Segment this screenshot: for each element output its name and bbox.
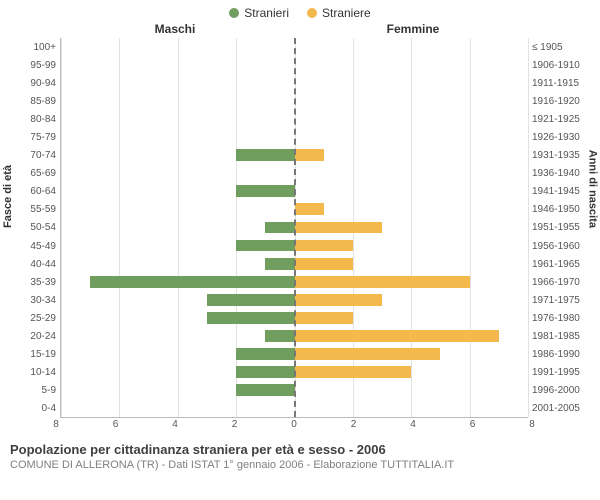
birth-tick: 1956-1960 bbox=[532, 237, 584, 255]
bar-male bbox=[236, 185, 294, 197]
birth-tick: 1936-1940 bbox=[532, 165, 584, 183]
bar-female bbox=[295, 240, 353, 252]
age-tick: 55-59 bbox=[16, 201, 56, 219]
birth-tick: 1921-1925 bbox=[532, 110, 584, 128]
bar-male bbox=[90, 276, 294, 288]
birth-tick: 1991-1995 bbox=[532, 364, 584, 382]
age-tick: 45-49 bbox=[16, 237, 56, 255]
x-tick: 2 bbox=[351, 419, 357, 430]
plot-area: Fasce di età Anni di nascita 100+95-9990… bbox=[0, 38, 600, 418]
birth-tick: 1911-1915 bbox=[532, 74, 584, 92]
birth-tick: 1941-1945 bbox=[532, 183, 584, 201]
x-tick: 4 bbox=[172, 419, 178, 430]
x-tick: 8 bbox=[53, 419, 59, 430]
age-tick: 100+ bbox=[16, 38, 56, 56]
x-tick: 8 bbox=[529, 419, 535, 430]
bar-female bbox=[295, 294, 383, 306]
birth-tick: 1926-1930 bbox=[532, 128, 584, 146]
age-axis: 100+95-9990-9485-8980-8475-7970-7465-696… bbox=[16, 38, 60, 418]
center-axis-line bbox=[294, 38, 296, 417]
age-tick: 90-94 bbox=[16, 74, 56, 92]
bar-male bbox=[265, 258, 294, 270]
age-tick: 80-84 bbox=[16, 110, 56, 128]
birth-tick: ≤ 1905 bbox=[532, 38, 584, 56]
x-tick: 0 bbox=[291, 419, 297, 430]
x-axis: 8 6 4 2 0 2 4 6 8 bbox=[56, 418, 532, 432]
bar-male bbox=[236, 240, 294, 252]
header-male: Maschi bbox=[56, 22, 294, 36]
age-tick: 40-44 bbox=[16, 255, 56, 273]
birth-tick: 1946-1950 bbox=[532, 201, 584, 219]
y-axis-label-right: Anni di nascita bbox=[586, 150, 598, 228]
age-tick: 70-74 bbox=[16, 147, 56, 165]
bar-male bbox=[207, 312, 295, 324]
chart-area bbox=[60, 38, 528, 418]
x-tick: 4 bbox=[410, 419, 416, 430]
bar-female bbox=[295, 348, 441, 360]
age-tick: 95-99 bbox=[16, 56, 56, 74]
birth-tick: 1916-1920 bbox=[532, 92, 584, 110]
age-tick: 75-79 bbox=[16, 128, 56, 146]
age-tick: 30-34 bbox=[16, 291, 56, 309]
bar-male bbox=[236, 384, 294, 396]
bar-female bbox=[295, 222, 383, 234]
age-tick: 25-29 bbox=[16, 309, 56, 327]
bar-male bbox=[265, 330, 294, 342]
age-tick: 20-24 bbox=[16, 328, 56, 346]
birth-tick: 1986-1990 bbox=[532, 346, 584, 364]
age-tick: 5-9 bbox=[16, 382, 56, 400]
birth-tick: 1961-1965 bbox=[532, 255, 584, 273]
bar-male bbox=[265, 222, 294, 234]
column-headers: Maschi Femmine bbox=[0, 22, 600, 36]
bar-female bbox=[295, 330, 499, 342]
legend-swatch-male bbox=[229, 8, 239, 18]
caption-title: Popolazione per cittadinanza straniera p… bbox=[10, 442, 590, 457]
birth-tick: 1966-1970 bbox=[532, 273, 584, 291]
bar-female bbox=[295, 203, 324, 215]
legend: Stranieri Straniere bbox=[0, 0, 600, 20]
age-tick: 50-54 bbox=[16, 219, 56, 237]
birth-tick: 1971-1975 bbox=[532, 291, 584, 309]
legend-label-female: Straniere bbox=[322, 6, 371, 20]
birth-tick: 1981-1985 bbox=[532, 328, 584, 346]
birth-tick: 1976-1980 bbox=[532, 309, 584, 327]
x-tick: 6 bbox=[470, 419, 476, 430]
x-tick: 2 bbox=[232, 419, 238, 430]
y-axis-label-left: Fasce di età bbox=[2, 165, 14, 228]
bar-male bbox=[236, 348, 294, 360]
bar-female bbox=[295, 276, 470, 288]
bar-male bbox=[207, 294, 295, 306]
age-tick: 10-14 bbox=[16, 364, 56, 382]
birth-tick: 1996-2000 bbox=[532, 382, 584, 400]
legend-item-male: Stranieri bbox=[229, 6, 289, 20]
bar-female bbox=[295, 149, 324, 161]
age-tick: 65-69 bbox=[16, 165, 56, 183]
age-tick: 15-19 bbox=[16, 346, 56, 364]
caption-subtitle: COMUNE DI ALLERONA (TR) - Dati ISTAT 1° … bbox=[10, 459, 590, 471]
x-tick: 6 bbox=[113, 419, 119, 430]
legend-swatch-female bbox=[307, 8, 317, 18]
bar-male bbox=[236, 149, 294, 161]
birth-tick: 1951-1955 bbox=[532, 219, 584, 237]
legend-item-female: Straniere bbox=[307, 6, 371, 20]
age-tick: 0-4 bbox=[16, 400, 56, 418]
age-tick: 60-64 bbox=[16, 183, 56, 201]
birth-tick: 1931-1935 bbox=[532, 147, 584, 165]
bar-male bbox=[236, 366, 294, 378]
legend-label-male: Stranieri bbox=[244, 6, 289, 20]
bar-female bbox=[295, 366, 412, 378]
birth-year-axis: ≤ 19051906-19101911-19151916-19201921-19… bbox=[528, 38, 584, 418]
bar-female bbox=[295, 258, 353, 270]
birth-tick: 1906-1910 bbox=[532, 56, 584, 74]
birth-tick: 2001-2005 bbox=[532, 400, 584, 418]
age-tick: 85-89 bbox=[16, 92, 56, 110]
bar-female bbox=[295, 312, 353, 324]
age-tick: 35-39 bbox=[16, 273, 56, 291]
header-female: Femmine bbox=[294, 22, 532, 36]
